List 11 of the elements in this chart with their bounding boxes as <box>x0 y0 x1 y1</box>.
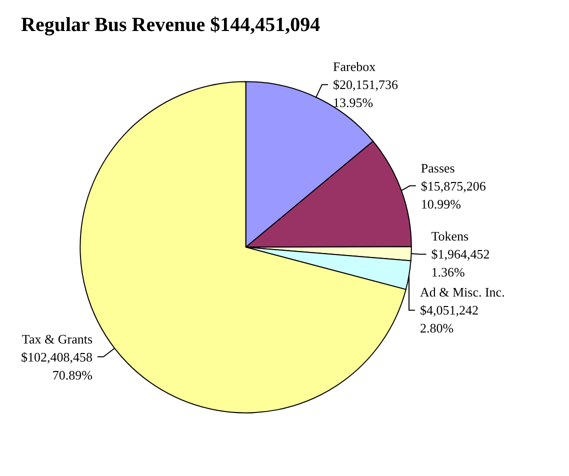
data-label: $4,051,242 2.80% <box>420 302 478 336</box>
data-label: $1,964,452 1.36% <box>431 246 490 280</box>
slice-label: Tokens <box>431 228 469 244</box>
slice-label: Ad & Misc. Inc. <box>420 284 505 300</box>
chart-title: Regular Bus Revenue $144,451,094 <box>21 14 320 36</box>
data-label: $15,875,206 10.99% <box>420 178 486 212</box>
slice-label: Tax & Grants <box>22 331 93 346</box>
data-label: $20,151,736 13.95% <box>333 77 399 110</box>
data-label: $102,408,458 70.89% <box>21 349 93 382</box>
slice-label: Farebox <box>333 59 376 74</box>
slice-label: Passes <box>420 160 455 176</box>
